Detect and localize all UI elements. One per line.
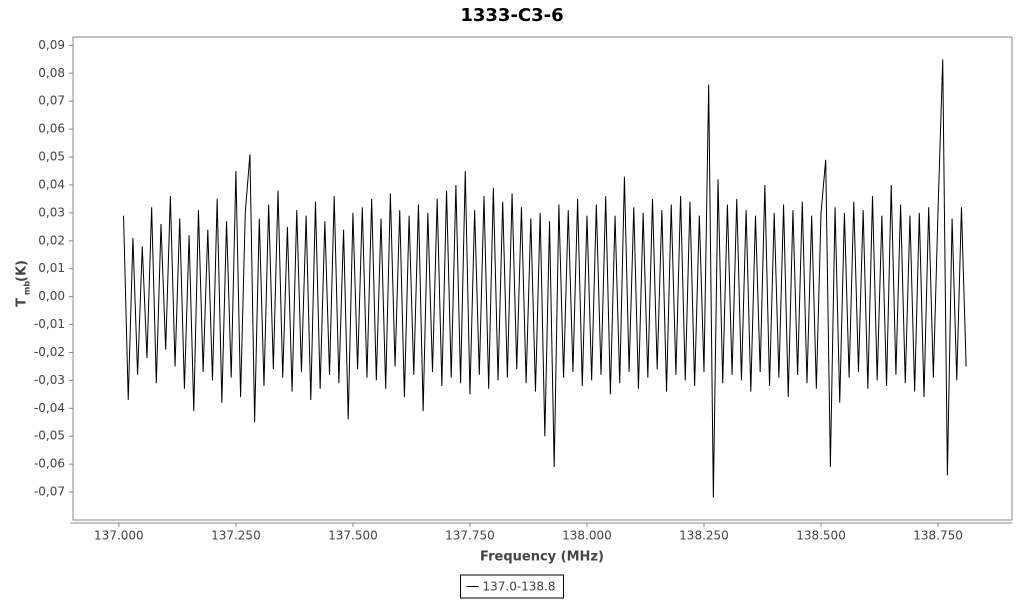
legend-box — [459, 574, 565, 599]
chart-title: 1333-C3-6 — [460, 5, 563, 26]
plot-area — [123, 59, 967, 498]
y-tick-label: 0,05 — [38, 150, 65, 164]
y-axis-title: T mb (K) — [15, 260, 32, 307]
y-tick-label: 0,07 — [38, 94, 65, 108]
x-tick-label: 137.250 — [211, 529, 261, 543]
y-tick-label: -0,06 — [34, 457, 65, 471]
y-tick-label: 0,03 — [38, 205, 65, 219]
legend-label: 137.0-138.8 — [482, 580, 555, 594]
plot-frame — [72, 36, 1013, 521]
y-tick-label: 0,04 — [38, 177, 65, 191]
y-tick-label: 0,02 — [38, 233, 65, 247]
y-tick-label: -0,07 — [34, 485, 65, 499]
x-tick-label: 138.750 — [913, 529, 963, 543]
x-tick-label: 137.000 — [94, 529, 144, 543]
spectrum-line — [123, 59, 967, 498]
x-tick-label: 138.500 — [796, 529, 846, 543]
y-tick-label: 0,08 — [38, 66, 65, 80]
x-tick-label: 138.000 — [562, 529, 612, 543]
x-tick-label: 138.250 — [679, 529, 729, 543]
y-tick-label: 0,00 — [38, 289, 65, 303]
y-tick-label: 0,09 — [38, 38, 65, 52]
y-tick-label: -0,02 — [34, 345, 65, 359]
legend: 137.0-138.8 — [459, 574, 565, 599]
y-tick-label: -0,04 — [34, 401, 65, 415]
y-tick-label: -0,03 — [34, 373, 65, 387]
x-tick-label: 137.500 — [328, 529, 378, 543]
y-tick-label: -0,05 — [34, 429, 65, 443]
y-tick-label: 0,01 — [38, 261, 65, 275]
y-tick-label: -0,01 — [34, 317, 65, 331]
y-axis-title-sub: mb — [23, 281, 32, 295]
x-tick-label: 137.750 — [445, 529, 495, 543]
y-tick-label: 0,06 — [38, 122, 65, 136]
y-axis-title-main: T — [15, 298, 30, 307]
x-axis-title: Frequency (MHz) — [480, 550, 604, 565]
y-axis-title-unit: (K) — [15, 260, 30, 282]
